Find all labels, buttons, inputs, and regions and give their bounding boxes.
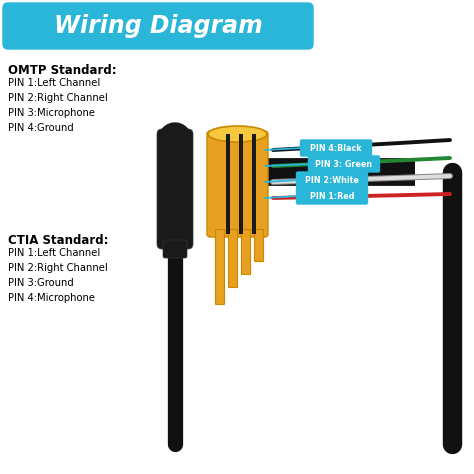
Text: CTIA Standard:: CTIA Standard:	[8, 234, 109, 247]
FancyBboxPatch shape	[309, 156, 380, 172]
Text: Wiring Diagram: Wiring Diagram	[54, 14, 263, 38]
FancyBboxPatch shape	[207, 131, 268, 237]
Text: PIN 1:Left Channel: PIN 1:Left Channel	[8, 78, 100, 88]
Bar	[226, 134, 230, 234]
FancyBboxPatch shape	[163, 240, 187, 258]
Bar	[254, 229, 263, 261]
Bar	[228, 229, 237, 287]
Text: PIN 3: Green: PIN 3: Green	[315, 159, 373, 168]
Text: PIN 2:Right Channel: PIN 2:Right Channel	[8, 93, 108, 103]
Text: PIN 4:Microphone: PIN 4:Microphone	[8, 293, 95, 303]
Text: OMTP Standard:: OMTP Standard:	[8, 64, 117, 77]
Bar	[241, 229, 250, 274]
Circle shape	[159, 123, 191, 155]
Text: PIN 1:Left Channel: PIN 1:Left Channel	[8, 248, 100, 258]
Bar	[215, 229, 224, 304]
Text: PIN 3:Microphone: PIN 3:Microphone	[8, 108, 95, 118]
FancyBboxPatch shape	[157, 129, 193, 249]
Text: PIN 3:Ground: PIN 3:Ground	[8, 278, 74, 288]
Text: PIN 4:Black: PIN 4:Black	[310, 144, 362, 153]
Ellipse shape	[208, 126, 267, 142]
Text: PIN 2:White: PIN 2:White	[305, 175, 359, 184]
Bar	[239, 134, 243, 234]
Text: PIN 2:Right Channel: PIN 2:Right Channel	[8, 263, 108, 273]
FancyBboxPatch shape	[301, 140, 372, 156]
FancyBboxPatch shape	[297, 172, 367, 188]
FancyBboxPatch shape	[3, 3, 313, 49]
Text: PIN 4:Ground: PIN 4:Ground	[8, 123, 74, 133]
FancyBboxPatch shape	[297, 188, 367, 204]
Text: PIN 1:Red: PIN 1:Red	[310, 191, 354, 201]
Bar	[252, 134, 256, 234]
